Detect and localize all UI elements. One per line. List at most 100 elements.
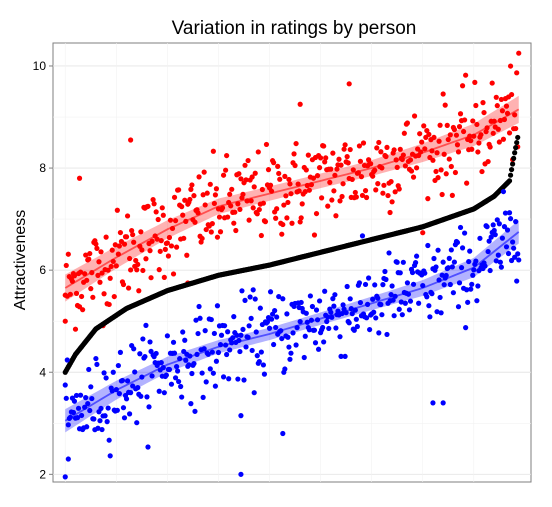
data-point xyxy=(124,378,131,384)
data-point xyxy=(230,335,236,341)
data-point xyxy=(396,306,402,312)
data-point xyxy=(237,206,243,213)
data-point xyxy=(153,209,159,215)
data-point xyxy=(406,307,413,313)
data-point xyxy=(279,335,285,342)
data-point xyxy=(208,316,214,323)
data-point xyxy=(430,157,436,163)
data-point xyxy=(247,294,253,300)
data-point xyxy=(238,176,244,182)
data-point xyxy=(123,234,130,240)
data-point xyxy=(134,420,140,426)
data-point xyxy=(140,267,146,274)
data-point xyxy=(195,330,201,337)
data-point xyxy=(447,132,453,138)
data-point xyxy=(157,248,163,254)
data-point xyxy=(444,122,450,128)
data-point xyxy=(514,70,520,76)
data-point xyxy=(322,288,328,294)
data-point xyxy=(321,339,327,345)
data-point xyxy=(340,302,346,308)
data-point xyxy=(303,167,309,173)
panel-border xyxy=(52,42,532,483)
data-point xyxy=(439,191,445,198)
data-point xyxy=(489,80,495,86)
data-point xyxy=(224,351,230,358)
data-point xyxy=(199,370,205,376)
plot-panel xyxy=(52,42,532,483)
data-point xyxy=(317,155,324,161)
data-point xyxy=(516,50,522,56)
data-point xyxy=(505,250,512,257)
data-point xyxy=(256,359,262,365)
data-point xyxy=(496,139,502,145)
data-point xyxy=(172,375,179,381)
data-point xyxy=(397,146,403,152)
data-point xyxy=(306,327,312,333)
data-point xyxy=(217,229,224,235)
data-point xyxy=(430,400,436,406)
data-point xyxy=(400,152,406,158)
data-point xyxy=(502,210,509,216)
data-point xyxy=(389,199,395,205)
data-point xyxy=(250,205,256,211)
data-point xyxy=(429,291,435,297)
data-point xyxy=(188,401,194,407)
data-point xyxy=(276,293,282,300)
data-point xyxy=(109,247,115,253)
data-point xyxy=(246,217,252,223)
data-point xyxy=(394,259,400,265)
data-point xyxy=(64,357,70,363)
data-point xyxy=(299,201,305,207)
data-point xyxy=(280,221,286,228)
data-point xyxy=(351,327,357,333)
data-point xyxy=(328,309,334,315)
data-point xyxy=(408,168,415,174)
data-point xyxy=(347,146,353,153)
data-point xyxy=(282,366,288,372)
data-point xyxy=(253,329,259,335)
data-point xyxy=(396,186,402,192)
data-point xyxy=(170,271,177,277)
data-point xyxy=(331,303,337,309)
data-point xyxy=(422,146,428,152)
data-point xyxy=(103,375,109,381)
data-point xyxy=(212,383,218,389)
series-ff0000 xyxy=(62,50,522,332)
data-point xyxy=(449,192,455,198)
mean-point xyxy=(507,172,514,178)
data-point xyxy=(389,283,395,289)
data-point xyxy=(124,213,131,219)
data-point xyxy=(175,368,181,374)
data-point xyxy=(285,334,291,340)
data-point xyxy=(437,294,443,301)
data-point xyxy=(224,152,230,159)
data-point xyxy=(515,251,521,257)
data-point xyxy=(319,195,325,201)
data-point xyxy=(312,340,319,346)
data-point xyxy=(77,392,84,398)
data-point xyxy=(435,175,441,181)
data-point xyxy=(179,204,185,210)
data-point xyxy=(245,157,251,164)
data-point xyxy=(454,142,461,148)
data-point xyxy=(62,318,68,324)
data-point xyxy=(286,344,292,350)
data-point xyxy=(248,198,254,204)
data-point xyxy=(337,198,343,204)
data-point xyxy=(427,314,433,320)
data-point xyxy=(84,277,90,283)
data-point xyxy=(179,394,185,400)
data-point xyxy=(154,236,160,242)
data-point xyxy=(65,456,71,462)
data-point xyxy=(440,259,446,265)
data-point xyxy=(164,240,170,246)
data-point xyxy=(448,247,454,253)
data-point xyxy=(145,203,151,209)
data-point xyxy=(506,130,513,136)
data-point xyxy=(516,257,522,263)
data-point xyxy=(356,280,363,286)
data-point xyxy=(460,128,467,135)
data-point xyxy=(391,313,397,319)
data-point xyxy=(189,370,195,377)
